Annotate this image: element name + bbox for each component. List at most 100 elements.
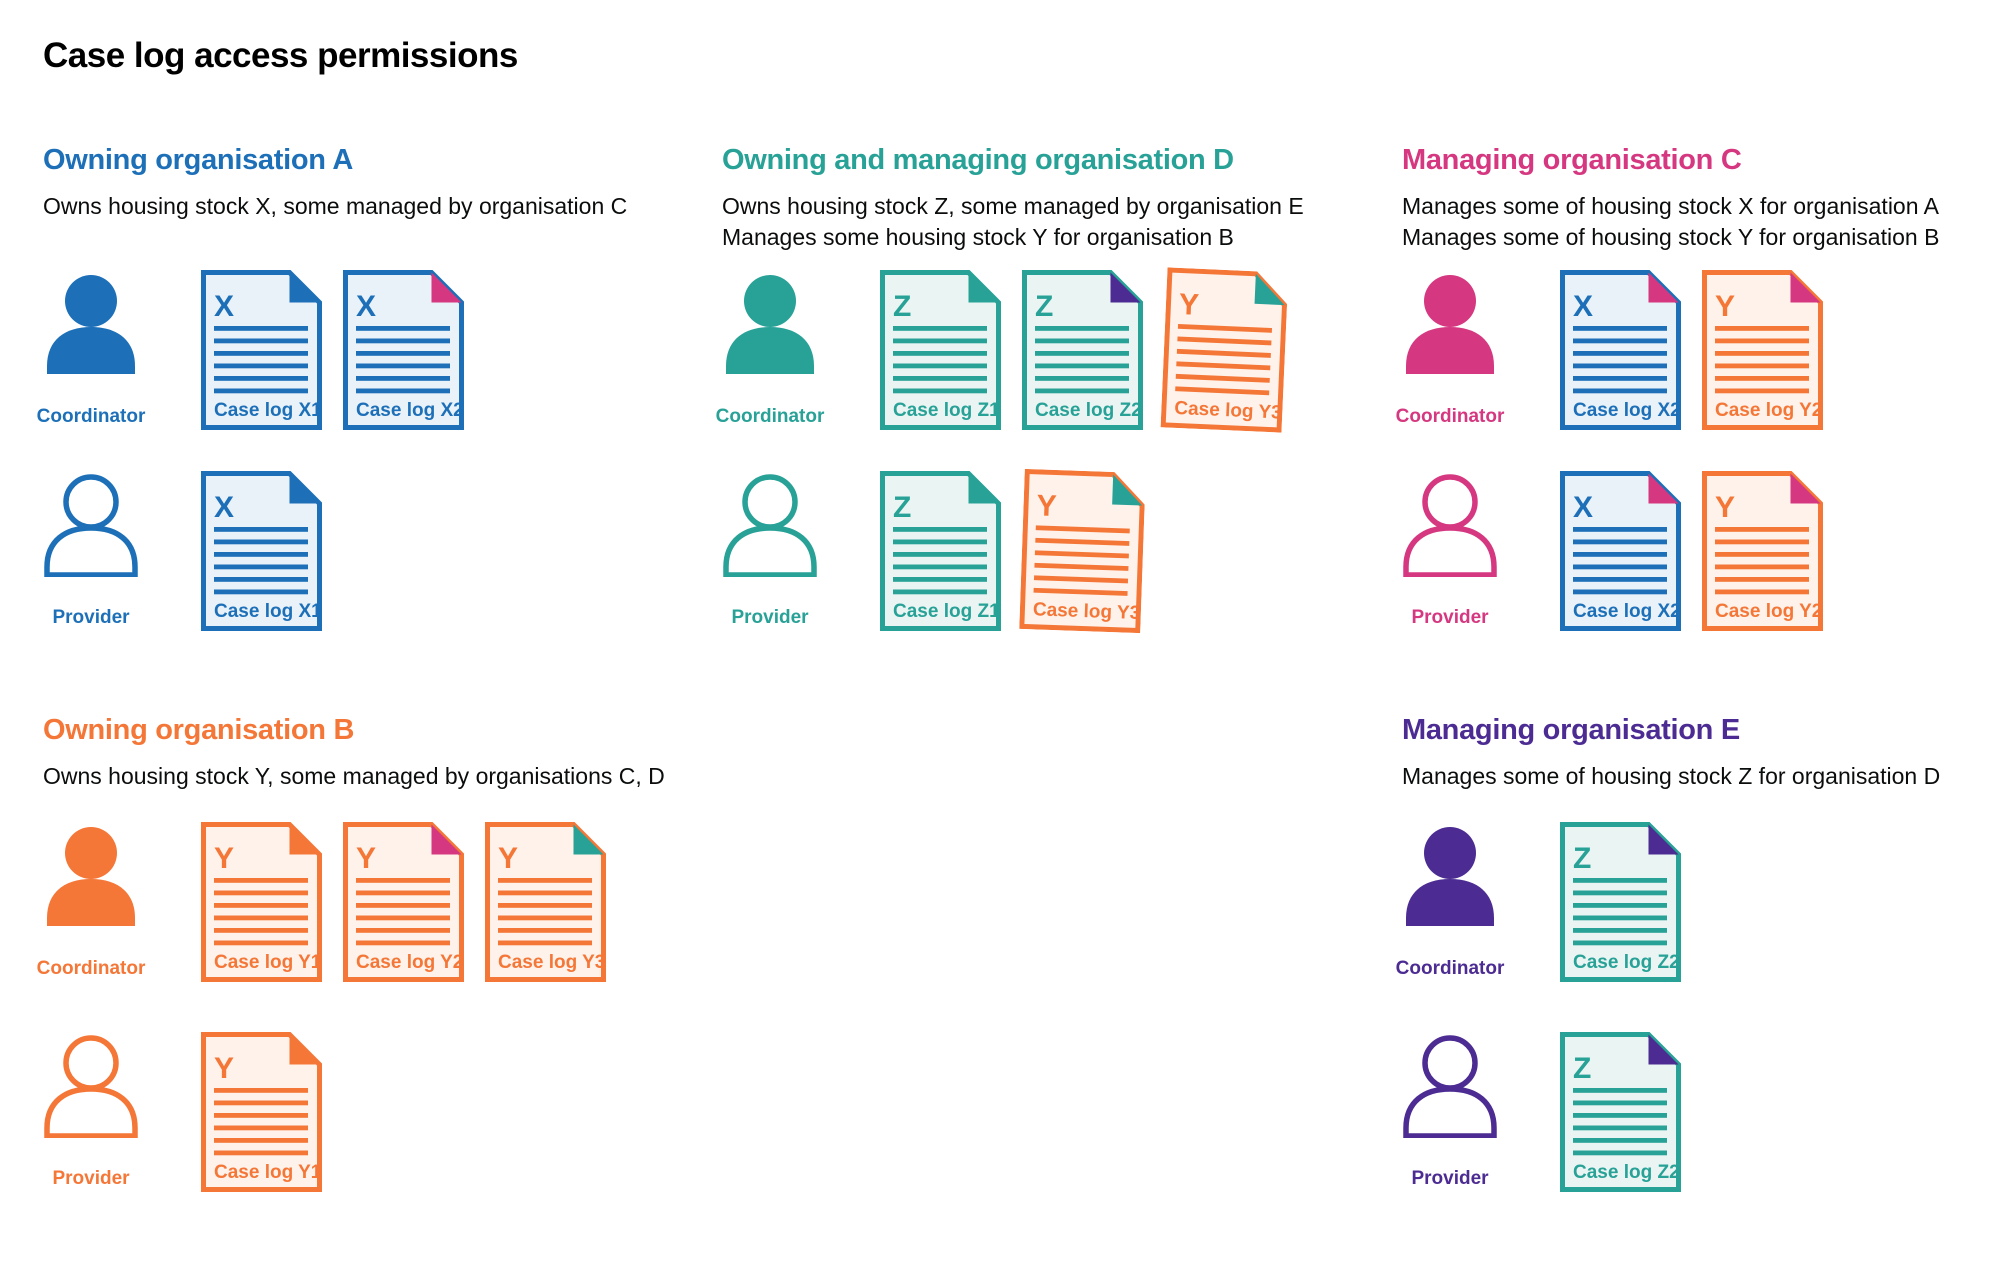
org-description-line: Manages some of housing stock Y for orga…: [1402, 224, 1940, 250]
document-text-line: [1573, 376, 1667, 381]
document-text-line: [1715, 589, 1809, 595]
document-text-line: [1573, 928, 1667, 933]
document-label: Case log Y2: [356, 952, 463, 973]
person-figure: [43, 272, 139, 376]
document-label: Case log X2: [1573, 400, 1681, 421]
document-fold-corner: [1790, 272, 1821, 303]
document-text-line: [214, 552, 308, 557]
document-text-line: [893, 539, 987, 545]
document-text-line: [214, 890, 308, 896]
case-log-document-icon: X Case log X2: [1560, 471, 1681, 631]
document-fold-corner: [573, 824, 604, 855]
person-figure: [722, 473, 818, 578]
provider-person-icon: [1403, 1035, 1497, 1139]
document-text-line: [356, 903, 450, 908]
document-text-line: [1573, 326, 1667, 331]
document-label: Case log Z2: [1573, 1162, 1680, 1183]
document-text-line: [1715, 527, 1809, 532]
document-text-line: [1573, 388, 1667, 394]
document-stock-letter: Y: [1178, 288, 1199, 322]
document-text-line: [1573, 878, 1667, 883]
document-stock-letter: Z: [1573, 1052, 1591, 1085]
provider-person-icon: [44, 474, 138, 578]
case-log-document-icon: X Case log X1: [201, 270, 322, 430]
document-fold-corner: [1112, 474, 1143, 506]
document-text-line: [1715, 564, 1809, 570]
case-log-document-icon: Y Case log Y1: [201, 1032, 322, 1192]
case-log-document: Y Case log Y3: [1019, 468, 1146, 634]
document-text-line: [1176, 348, 1271, 358]
permission-row-provider: Provider Z Case log Z2: [1402, 1032, 2000, 1237]
document-label: Case log Y3: [498, 952, 605, 973]
person-figure: [1402, 1034, 1498, 1139]
case-log-document: Y Case log Y2: [1702, 270, 1823, 430]
document-text-line: [214, 940, 308, 946]
document-text-line: [1033, 587, 1128, 596]
document-fold-corner: [1790, 473, 1821, 504]
document-text-line: [893, 326, 987, 331]
document-text-line: [214, 1088, 308, 1093]
case-log-document: Z Case log Z2: [1022, 270, 1143, 430]
document-text-line: [893, 338, 987, 344]
document-stock-letter: X: [1573, 491, 1593, 524]
document-fold-corner: [1110, 272, 1141, 303]
document-text-line: [1035, 376, 1129, 381]
document-text-line: [1573, 564, 1667, 570]
case-log-document-icon: Y Case log Y2: [1702, 471, 1823, 631]
case-log-document: Z Case log Z1: [880, 270, 1001, 430]
document-text-line: [1573, 338, 1667, 344]
role-label: Coordinator: [1395, 958, 1505, 979]
document-text-line: [498, 940, 592, 946]
document-text-line: [1573, 915, 1667, 921]
document-text-line: [1715, 388, 1809, 394]
document-label: Case log Y2: [1715, 601, 1822, 622]
case-log-document: Z Case log Z2: [1560, 822, 1681, 982]
document-text-line: [893, 577, 987, 582]
role-label: Provider: [1411, 1168, 1489, 1189]
document-text-line: [1573, 577, 1667, 582]
coordinator-person-icon: [1406, 827, 1494, 926]
document-text-line: [1573, 903, 1667, 908]
document-text-line: [1034, 550, 1129, 559]
document-fold-corner: [289, 824, 320, 855]
case-log-document: X Case log X2: [343, 270, 464, 430]
document-text-line: [356, 363, 450, 369]
document-stock-letter: Z: [893, 491, 911, 524]
document-text-line: [893, 527, 987, 532]
document-stock-letter: X: [214, 290, 234, 323]
document-text-line: [1573, 363, 1667, 369]
case-log-document-icon: Y Case log Y2: [343, 822, 464, 982]
document-stock-letter: Y: [214, 842, 234, 875]
document-stock-letter: X: [214, 491, 234, 524]
document-stock-letter: Z: [893, 290, 911, 323]
case-log-document: Y Case log Y3: [485, 822, 606, 982]
document-stock-letter: X: [356, 290, 376, 323]
case-log-document-icon: Z Case log Z2: [1560, 1032, 1681, 1192]
document-text-line: [1715, 351, 1809, 356]
document-text-line: [1715, 552, 1809, 557]
document-text-line: [893, 351, 987, 356]
permission-row-provider: Provider X Case log X2 Y Case log Y2: [1402, 471, 2000, 676]
org-heading: Owning organisation A: [43, 144, 354, 176]
document-text-line: [214, 878, 308, 883]
document-text-line: [1573, 940, 1667, 946]
document-label: Case log Z1: [893, 400, 1000, 421]
provider-person-icon: [1403, 474, 1497, 578]
document-text-line: [1715, 338, 1809, 344]
document-text-line: [356, 388, 450, 394]
document-text-line: [214, 539, 308, 545]
document-text-line: [214, 326, 308, 331]
document-text-line: [356, 351, 450, 356]
coordinator-person-icon: [47, 827, 135, 926]
document-text-line: [1573, 589, 1667, 595]
document-label: Case log Y3: [1174, 398, 1282, 424]
document-stock-letter: Y: [1036, 489, 1057, 523]
role-label: Provider: [52, 1168, 130, 1189]
document-stock-letter: Z: [1573, 842, 1591, 875]
document-text-line: [356, 376, 450, 381]
document-text-line: [498, 928, 592, 933]
org-description-line: Manages some housing stock Y for organis…: [722, 224, 1234, 250]
document-text-line: [1177, 323, 1273, 333]
document-text-line: [214, 1138, 308, 1143]
document-text-line: [1715, 376, 1809, 381]
